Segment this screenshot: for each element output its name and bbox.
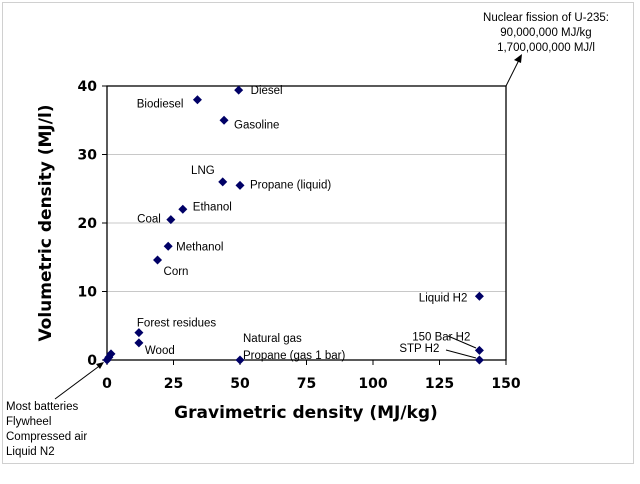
annotation-line: 90,000,000 MJ/kg: [500, 27, 591, 39]
chart-frame: [2, 2, 634, 464]
annotation-line: Most batteries: [6, 401, 78, 413]
data-point: [153, 255, 163, 265]
point-label: Natural gas: [243, 333, 302, 345]
annotation-line: 1,700,000,000 MJ/l: [497, 42, 595, 54]
annotation-line: Flywheel: [6, 416, 51, 428]
data-point: [474, 345, 484, 355]
y-tick-label: 10: [78, 285, 98, 301]
data-point: [134, 338, 144, 348]
y-tick-label: 30: [78, 148, 98, 164]
point-label: Biodiesel: [137, 99, 184, 111]
point-label: Coal: [137, 214, 161, 226]
data-point: [234, 85, 244, 95]
nuclear-arrowhead: [514, 54, 522, 63]
point-label: Methanol: [176, 241, 223, 253]
point-label: STP H2: [399, 343, 439, 355]
batteries-arrow-line: [54, 363, 103, 400]
point-label: 150 Bar H2: [412, 331, 470, 343]
point-label: Gasoline: [234, 119, 279, 131]
leader-line: [447, 335, 477, 349]
y-tick-label: 40: [78, 79, 98, 95]
point-label: Wood: [145, 345, 175, 357]
point-label: Diesel: [251, 85, 283, 97]
data-point: [134, 328, 144, 338]
x-tick-label: 0: [102, 376, 112, 392]
propane-gas-label: Propane (gas 1 bar): [243, 350, 345, 362]
data-point: [192, 95, 202, 105]
x-tick-label: 100: [358, 376, 387, 392]
batteries-arrowhead: [96, 362, 104, 369]
annotation-line: Compressed air: [6, 431, 87, 443]
x-tick-label: 75: [297, 376, 316, 392]
data-point: [163, 241, 173, 251]
data-point: [474, 355, 484, 365]
x-tick-label: 125: [425, 376, 454, 392]
x-axis-title: Gravimetric density (MJ/kg): [174, 403, 438, 423]
data-point: [235, 355, 245, 365]
leader-line: [445, 349, 477, 359]
data-point: [178, 204, 188, 214]
data-point: [219, 115, 229, 125]
data-point: [106, 349, 116, 359]
y-tick-label: 20: [78, 216, 98, 232]
data-point: [235, 180, 245, 190]
nuclear-arrow-line: [505, 57, 521, 87]
point-label: Forest residues: [137, 318, 217, 330]
data-point: [218, 177, 228, 187]
point-label: Ethanol: [193, 201, 232, 213]
point-label: Liquid H2: [419, 292, 468, 304]
x-tick-label: 50: [230, 376, 250, 392]
point-label: LNG: [191, 165, 215, 177]
data-point: [166, 215, 176, 225]
y-axis-title: Volumetric density (MJ/l): [36, 104, 56, 341]
point-label: Corn: [164, 266, 189, 278]
y-tick-label: 0: [87, 353, 97, 369]
data-point: [474, 291, 484, 301]
x-tick-label: 150: [491, 376, 520, 392]
x-tick-label: 25: [164, 376, 183, 392]
annotation-line: Liquid N2: [6, 446, 55, 458]
point-label: Propane (liquid): [250, 179, 331, 191]
annotation-line: Nuclear fission of U-235:: [483, 12, 609, 24]
